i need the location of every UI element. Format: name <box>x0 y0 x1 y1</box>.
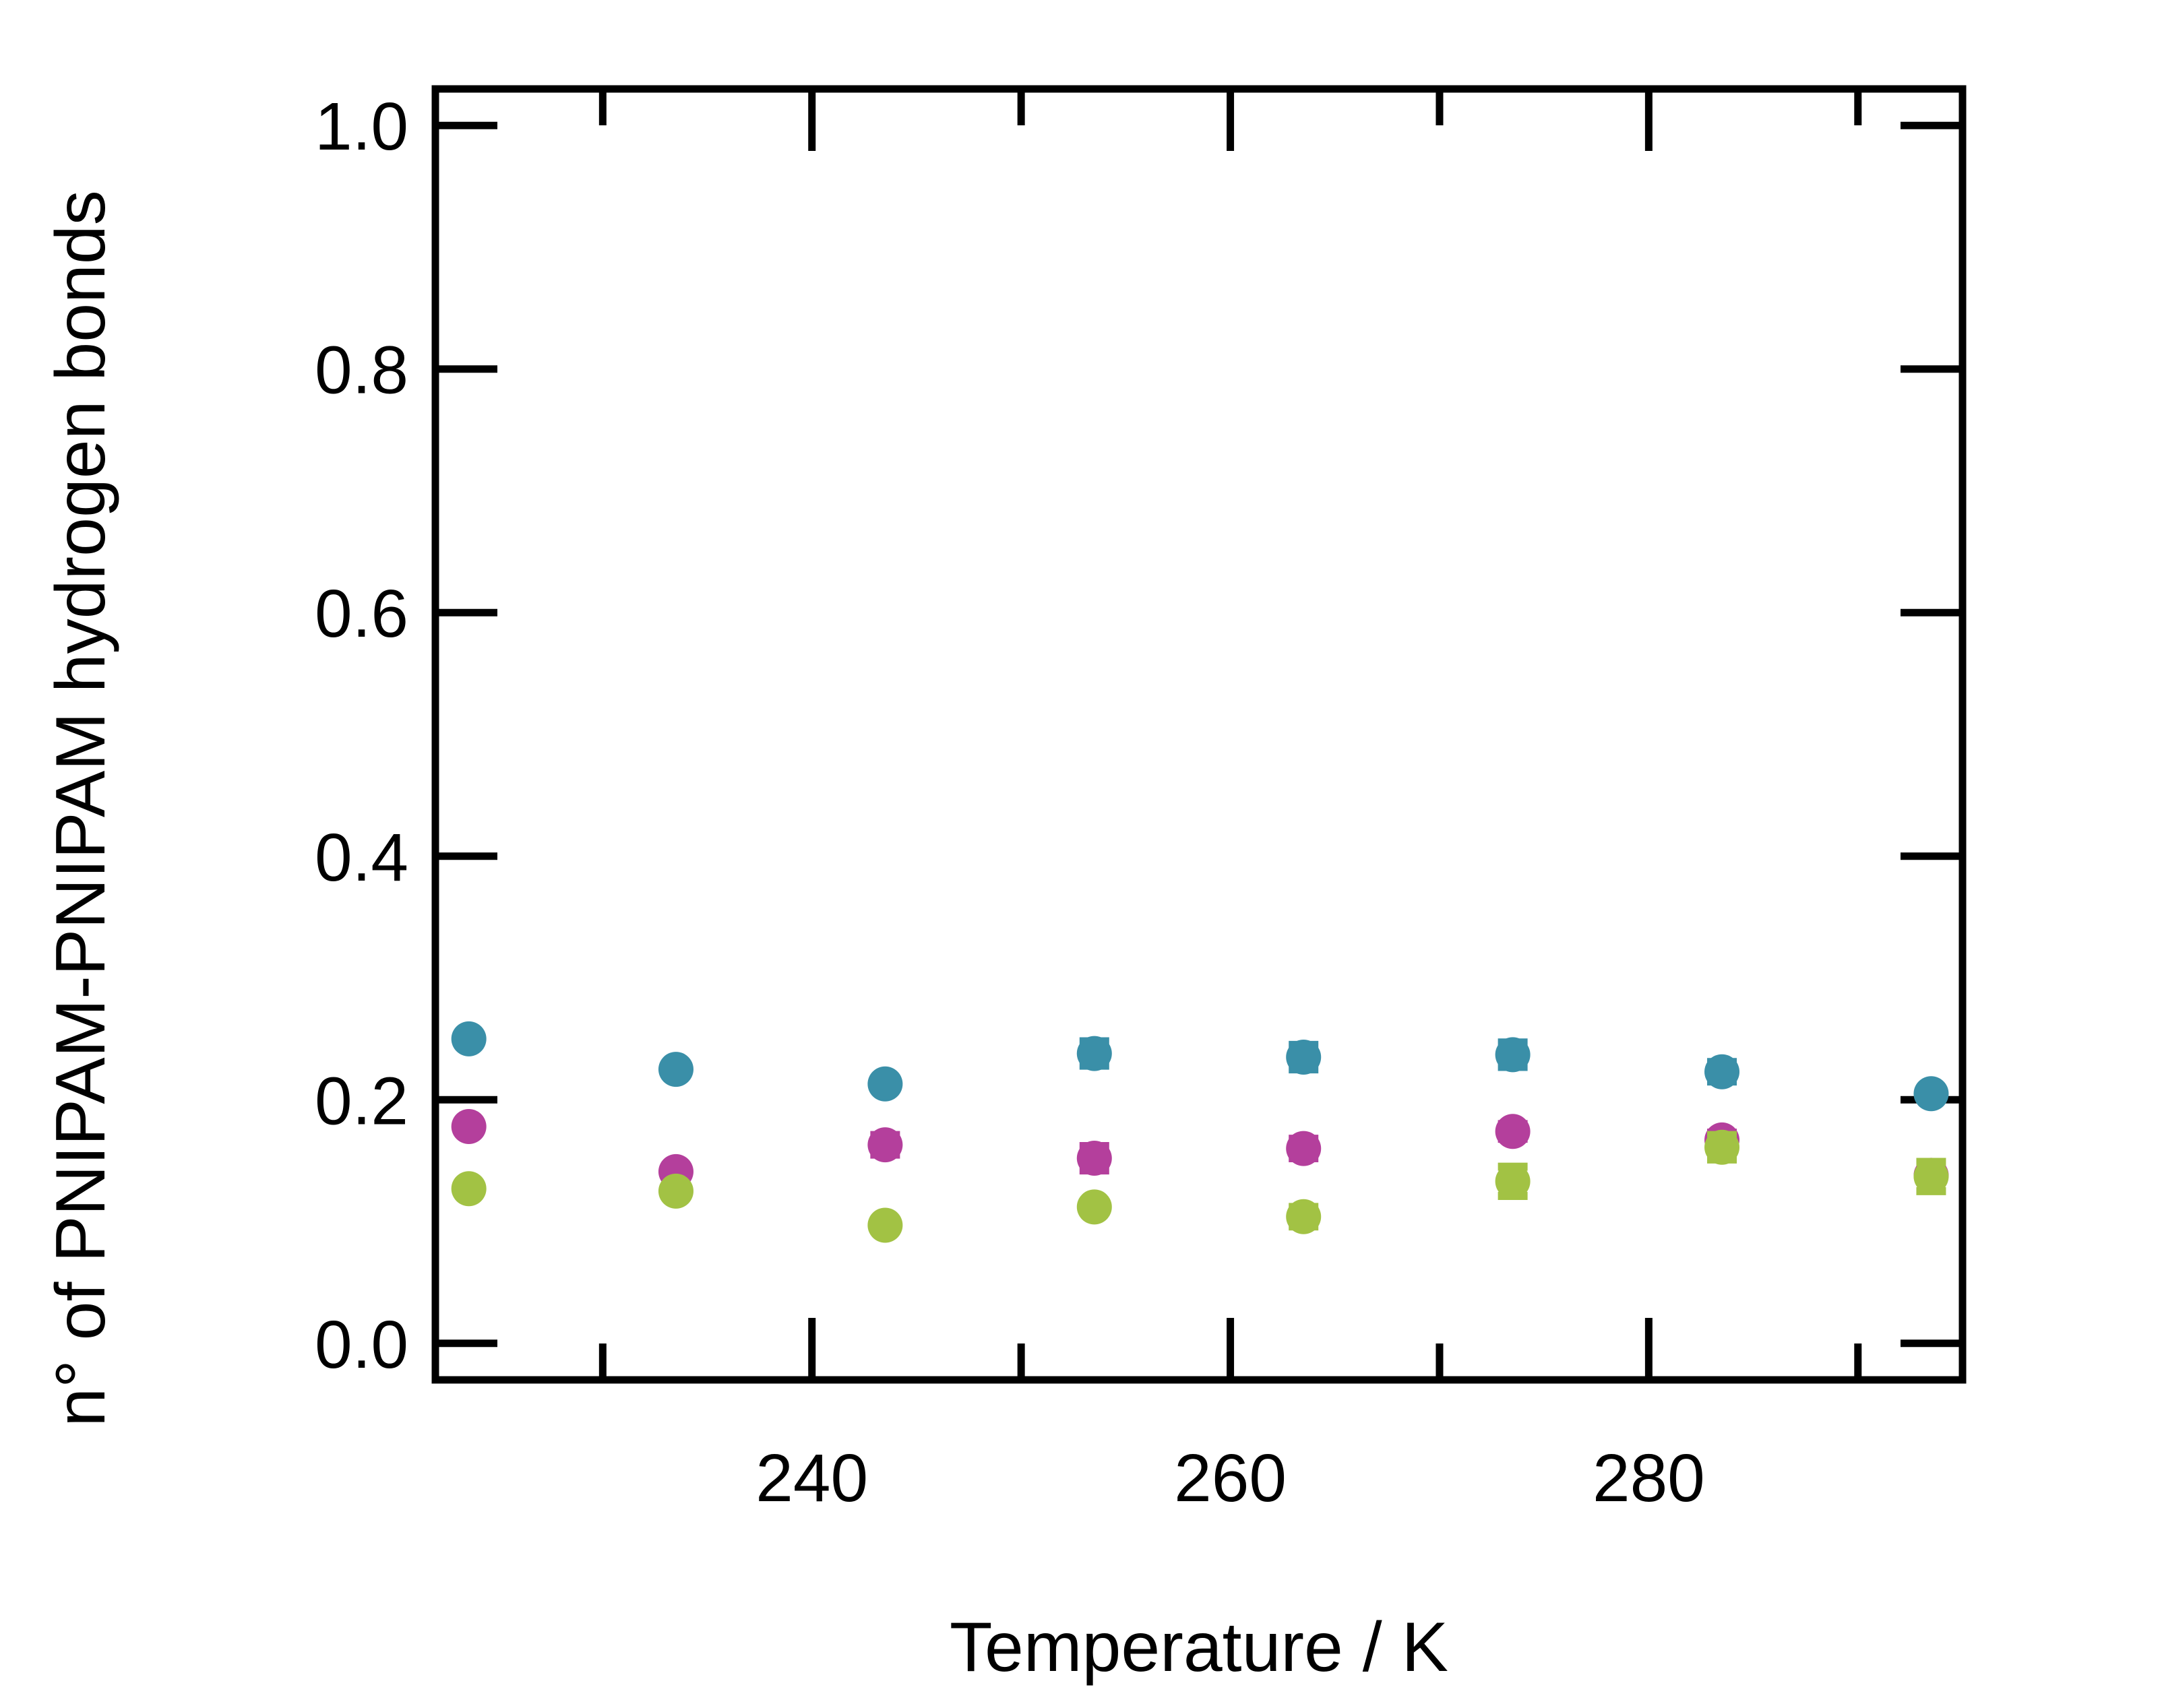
x-tick-label: 260 <box>1174 1441 1287 1516</box>
x-axis-title: Temperature / K <box>950 1608 1448 1686</box>
data-point <box>658 1052 693 1087</box>
points-layer <box>451 1021 1949 1243</box>
ticks-layer <box>435 89 1963 1380</box>
y-tick-label: 0.0 <box>315 1307 408 1383</box>
data-point <box>1913 1159 1949 1195</box>
data-point <box>867 1127 903 1163</box>
y-tick-label: 0.6 <box>315 576 408 652</box>
data-point <box>1076 1189 1112 1225</box>
x-tick-label: 240 <box>755 1441 868 1516</box>
series-group-3 <box>451 1129 1949 1243</box>
data-point <box>1286 1199 1322 1234</box>
data-point <box>658 1173 693 1209</box>
y-tick-label: 1.0 <box>315 89 408 164</box>
data-point <box>1704 1129 1740 1165</box>
data-point <box>1913 1076 1949 1112</box>
data-point <box>1286 1131 1322 1166</box>
y-axis-title: n° of PNIPAM-PNIPAM hydrogen bonds <box>42 190 120 1426</box>
data-point <box>1286 1040 1322 1075</box>
data-point <box>867 1207 903 1243</box>
data-point <box>1076 1036 1112 1071</box>
data-point <box>1495 1114 1531 1149</box>
data-point <box>1704 1054 1740 1089</box>
x-tick-label: 280 <box>1593 1441 1705 1516</box>
data-point <box>451 1171 487 1207</box>
data-point <box>1495 1164 1531 1199</box>
data-point <box>867 1066 903 1102</box>
plot-frame <box>431 85 1967 1384</box>
labels-layer: 0.0 0.2 0.4 0.6 0.8 1.0 240 260 280 <box>315 89 1705 1516</box>
y-tick-label: 0.2 <box>315 1063 408 1139</box>
y-tick-label: 0.4 <box>315 820 408 895</box>
y-tick-label: 0.8 <box>315 333 408 408</box>
data-point <box>451 1021 487 1056</box>
data-point <box>1495 1037 1531 1073</box>
data-point <box>1076 1141 1112 1176</box>
series-group-1 <box>451 1021 1949 1112</box>
data-point <box>451 1109 487 1145</box>
